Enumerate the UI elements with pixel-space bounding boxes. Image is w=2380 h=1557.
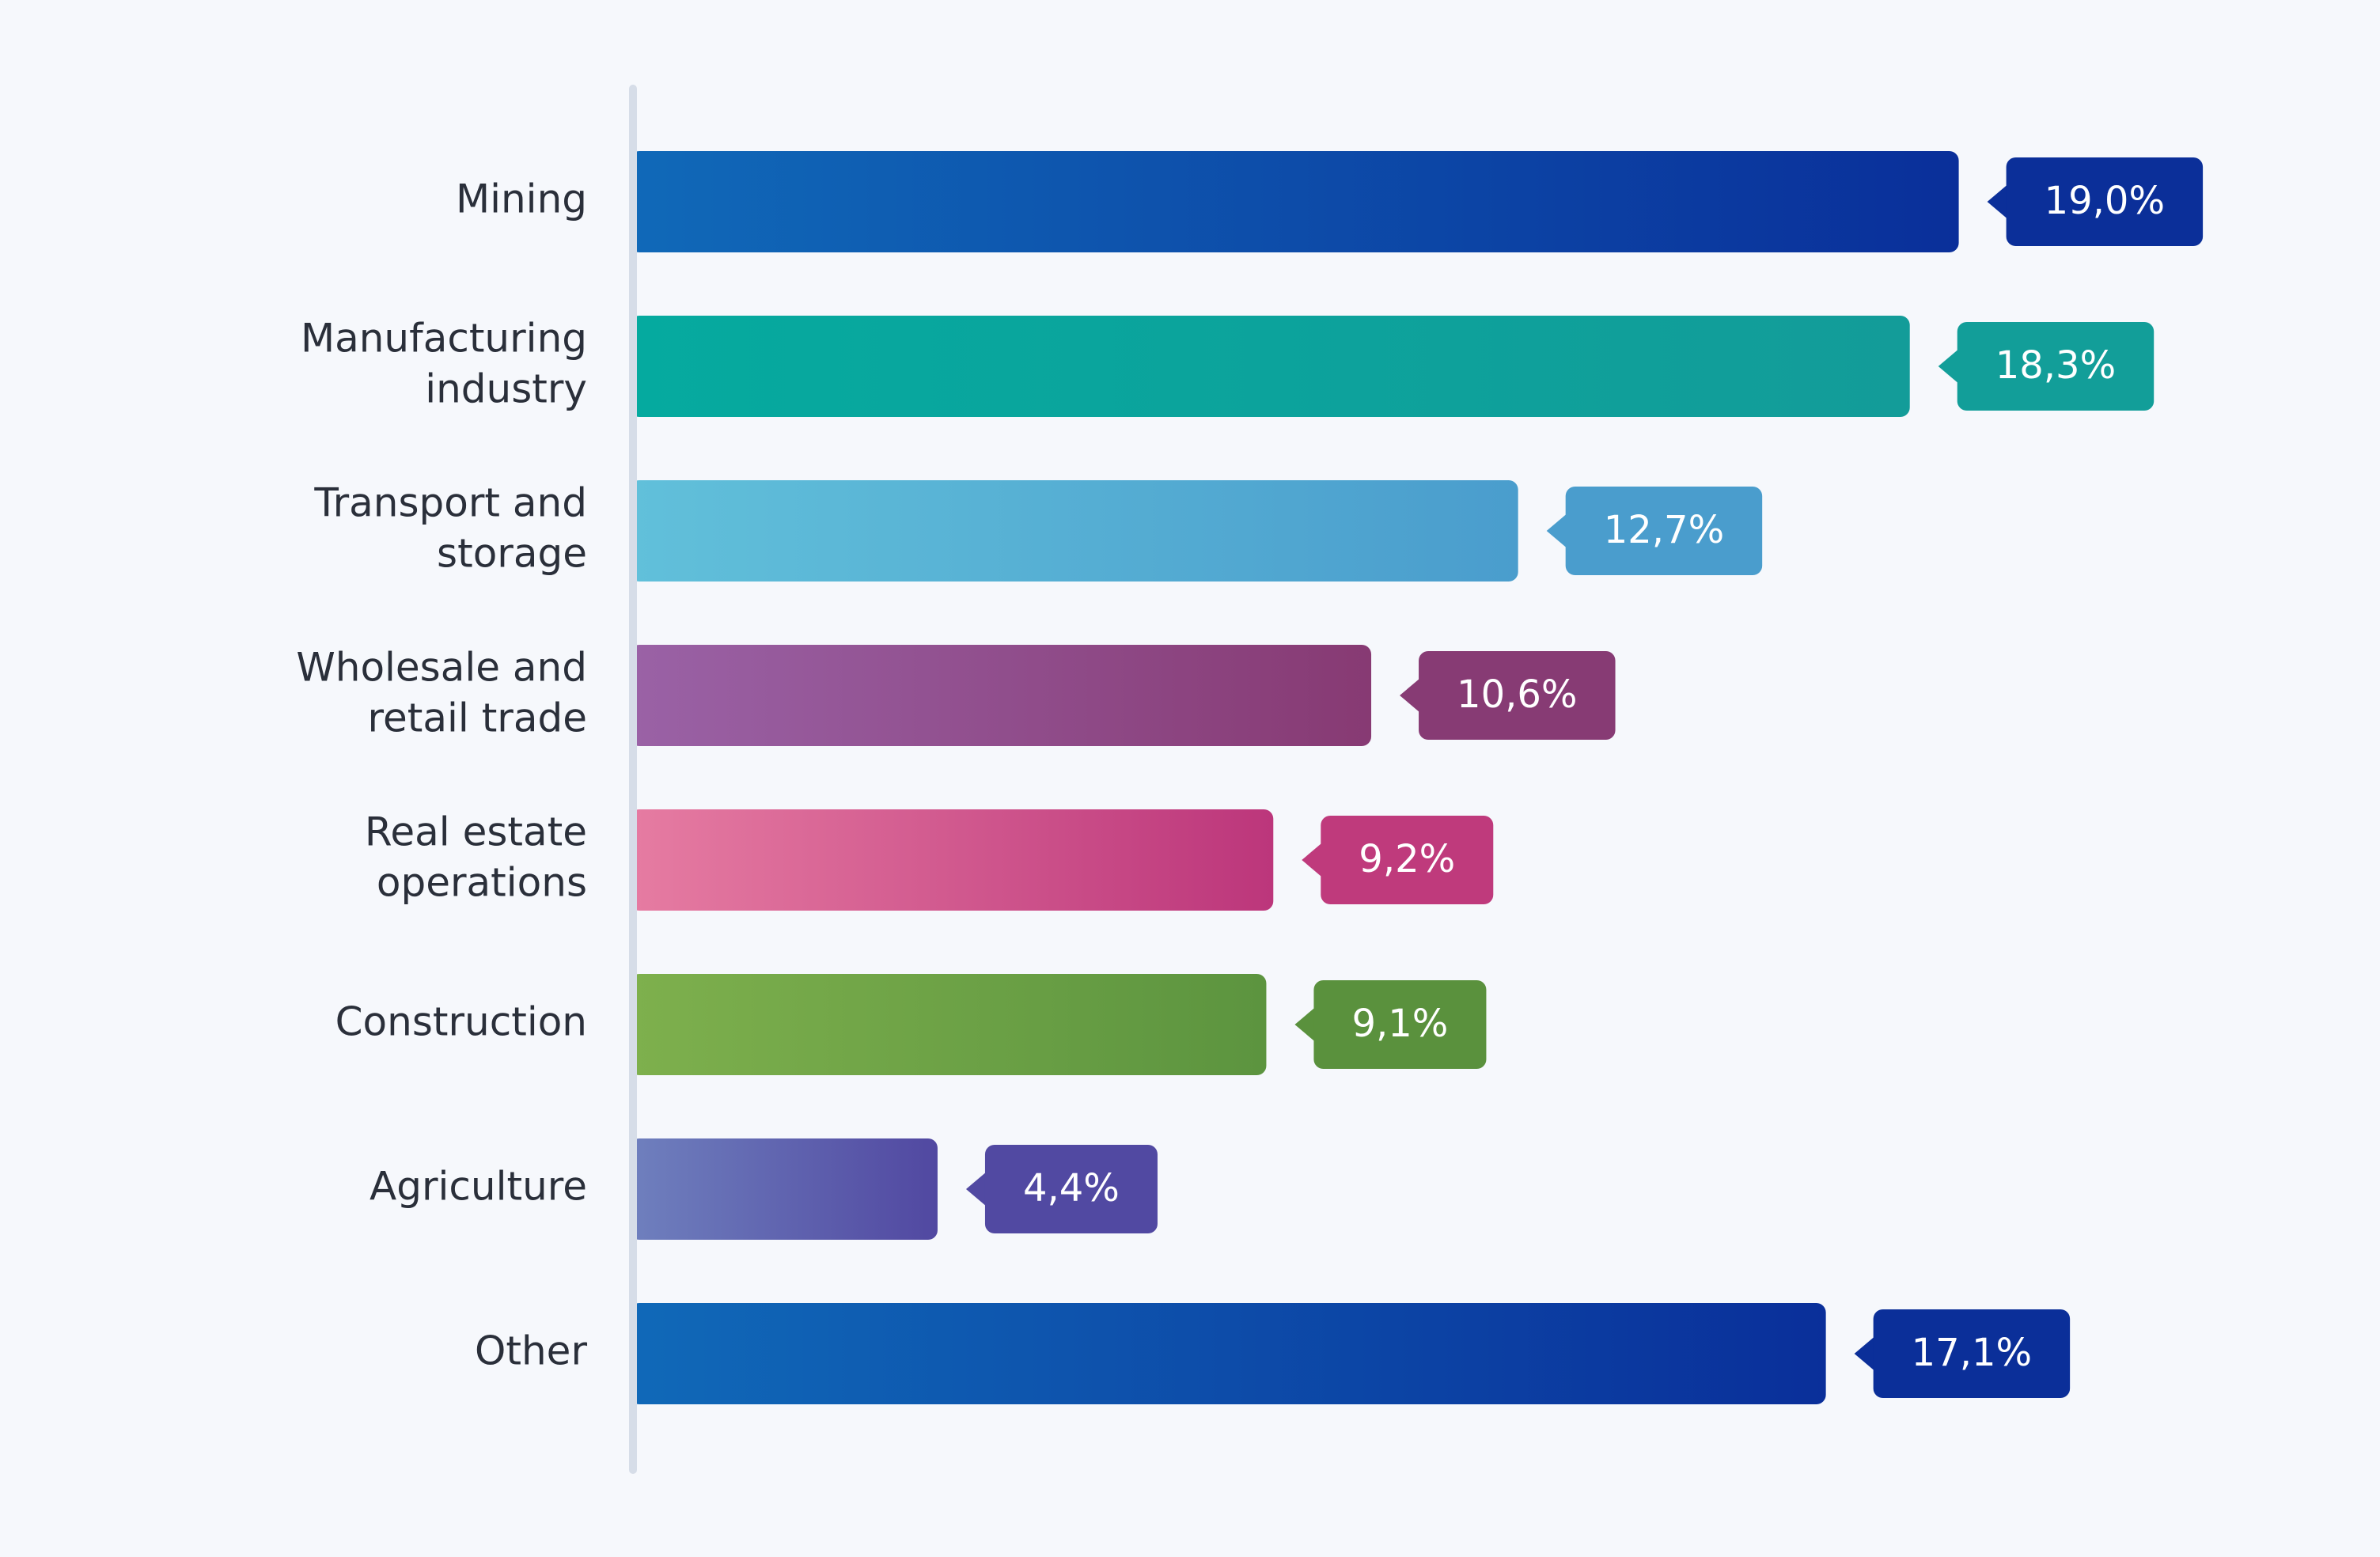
bar-4 xyxy=(630,645,1372,746)
value-label: 4,4% xyxy=(1023,1166,1120,1210)
value-badges: 19,0% 18,3% 12,7% 10,6% 9,2% 9,1% 4,4% 17,1% xyxy=(965,157,2204,1398)
bar-6 xyxy=(630,974,1267,1075)
value-badge: 10,6% xyxy=(1400,651,1616,740)
value-badge: 9,2% xyxy=(1302,816,1494,904)
value-label: 10,6% xyxy=(1457,672,1577,717)
value-label: 18,3% xyxy=(1995,343,2116,388)
category-label: Wholesale and retail trade xyxy=(296,645,587,741)
bar-8 xyxy=(630,1303,1826,1404)
bar-1 xyxy=(630,151,1959,252)
category-label: Mining xyxy=(456,176,587,222)
value-label: 9,1% xyxy=(1351,1002,1448,1046)
value-badge: 9,1% xyxy=(1294,980,1487,1069)
bar-3 xyxy=(630,480,1518,582)
value-label: 9,2% xyxy=(1359,837,1455,881)
value-badge: 18,3% xyxy=(1938,322,2155,411)
category-labels: Mining Manufacturing industry Transport and… xyxy=(296,176,587,1374)
value-badge: 17,1% xyxy=(1854,1309,2071,1398)
bars-layer xyxy=(630,151,1959,1404)
category-label: Transport and storage xyxy=(313,480,587,577)
category-label: Agriculture xyxy=(370,1164,587,1210)
category-label: Manufacturing industry xyxy=(301,316,587,412)
value-label: 12,7% xyxy=(1604,508,1724,552)
value-badge: 19,0% xyxy=(1987,157,2204,246)
category-label: Other xyxy=(475,1328,587,1374)
category-label: Construction xyxy=(335,999,587,1045)
value-badge: 4,4% xyxy=(965,1145,1158,1233)
value-badge: 12,7% xyxy=(1546,487,1763,575)
value-label: 17,1% xyxy=(1912,1331,2032,1375)
bar-2 xyxy=(630,316,1910,417)
bar-7 xyxy=(630,1138,938,1240)
bar-5 xyxy=(630,809,1274,911)
value-label: 19,0% xyxy=(2045,179,2165,223)
category-label: Real estate operations xyxy=(365,809,587,906)
